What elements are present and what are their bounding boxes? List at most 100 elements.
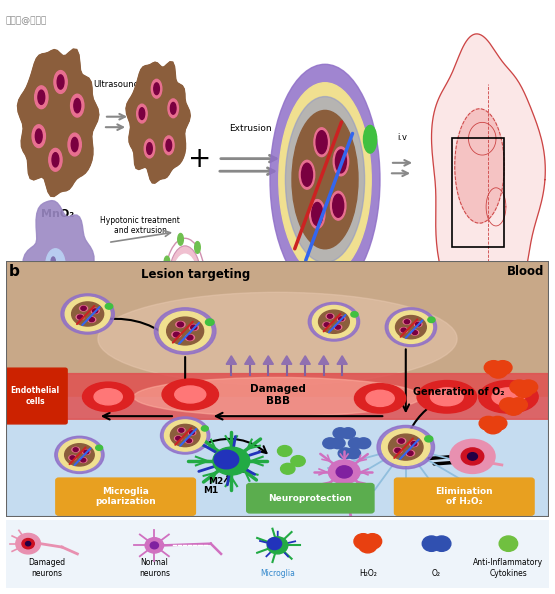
- Text: Ultrasound: Ultrasound: [93, 80, 139, 90]
- Circle shape: [401, 328, 406, 332]
- Circle shape: [338, 448, 352, 459]
- Text: Anti-Inflammatory
Cytokines: Anti-Inflammatory Cytokines: [473, 558, 543, 578]
- Text: M1: M1: [203, 486, 219, 495]
- Circle shape: [164, 293, 170, 304]
- Circle shape: [499, 536, 518, 551]
- Text: +: +: [188, 144, 211, 173]
- Ellipse shape: [94, 388, 122, 405]
- Circle shape: [105, 304, 113, 309]
- Circle shape: [179, 428, 184, 432]
- Circle shape: [268, 538, 281, 549]
- Ellipse shape: [310, 200, 325, 229]
- Text: Macrophage: Macrophage: [22, 333, 94, 343]
- Circle shape: [514, 384, 533, 397]
- Circle shape: [65, 297, 110, 331]
- Circle shape: [173, 332, 180, 337]
- Circle shape: [339, 317, 344, 321]
- Circle shape: [170, 424, 200, 447]
- Text: Blood: Blood: [507, 266, 544, 278]
- Text: Endothelial
cells: Endothelial cells: [11, 386, 60, 406]
- Circle shape: [416, 323, 421, 326]
- Circle shape: [84, 450, 89, 454]
- Ellipse shape: [334, 325, 342, 330]
- Polygon shape: [455, 109, 504, 223]
- Ellipse shape: [478, 381, 538, 413]
- Circle shape: [214, 450, 239, 469]
- Text: H₂O₂: H₂O₂: [359, 569, 377, 578]
- Text: Microglia
polarization: Microglia polarization: [95, 487, 156, 506]
- Circle shape: [93, 309, 98, 313]
- Ellipse shape: [152, 80, 162, 98]
- Circle shape: [171, 314, 199, 372]
- Ellipse shape: [79, 457, 87, 463]
- Circle shape: [166, 140, 171, 151]
- Ellipse shape: [411, 330, 418, 335]
- Circle shape: [61, 294, 114, 334]
- Circle shape: [461, 448, 484, 465]
- Circle shape: [382, 429, 430, 465]
- Ellipse shape: [134, 377, 421, 416]
- Ellipse shape: [162, 379, 219, 410]
- Circle shape: [268, 537, 287, 554]
- Circle shape: [354, 533, 372, 549]
- Ellipse shape: [492, 388, 525, 406]
- Circle shape: [70, 456, 75, 460]
- Circle shape: [36, 129, 42, 143]
- Text: Lesion targeting: Lesion targeting: [141, 267, 250, 280]
- Ellipse shape: [431, 388, 463, 406]
- Text: MnO₂: MnO₂: [42, 209, 74, 219]
- Circle shape: [356, 438, 371, 448]
- Circle shape: [396, 315, 426, 339]
- Circle shape: [519, 380, 538, 394]
- Text: Normal
neurons: Normal neurons: [139, 558, 170, 578]
- Circle shape: [450, 440, 495, 473]
- Circle shape: [335, 150, 346, 173]
- Circle shape: [432, 536, 451, 551]
- Ellipse shape: [68, 133, 82, 156]
- Circle shape: [55, 436, 104, 473]
- Circle shape: [324, 323, 329, 327]
- Ellipse shape: [34, 86, 48, 109]
- Ellipse shape: [69, 455, 76, 460]
- Circle shape: [351, 312, 358, 317]
- Circle shape: [331, 438, 345, 448]
- Circle shape: [485, 361, 503, 375]
- Circle shape: [291, 456, 305, 466]
- Ellipse shape: [49, 148, 62, 171]
- Circle shape: [177, 326, 193, 360]
- Circle shape: [164, 420, 206, 451]
- Text: Generation of O₂: Generation of O₂: [413, 387, 505, 397]
- Text: M2: M2: [208, 476, 224, 485]
- Circle shape: [145, 538, 164, 553]
- Ellipse shape: [76, 314, 84, 320]
- Circle shape: [95, 445, 103, 450]
- Circle shape: [190, 431, 194, 435]
- Polygon shape: [23, 201, 94, 339]
- Ellipse shape: [91, 308, 99, 314]
- Circle shape: [195, 307, 200, 319]
- Circle shape: [195, 242, 200, 253]
- Circle shape: [81, 307, 86, 310]
- Circle shape: [178, 233, 183, 245]
- Circle shape: [509, 398, 527, 412]
- Text: O₂: O₂: [432, 569, 441, 578]
- Ellipse shape: [397, 438, 406, 444]
- Polygon shape: [319, 356, 329, 364]
- Ellipse shape: [83, 382, 134, 412]
- Circle shape: [312, 305, 356, 338]
- Circle shape: [327, 314, 332, 318]
- Circle shape: [205, 319, 214, 326]
- Circle shape: [479, 416, 498, 430]
- Ellipse shape: [393, 448, 402, 453]
- Ellipse shape: [72, 447, 79, 452]
- Circle shape: [488, 416, 507, 430]
- Circle shape: [285, 97, 365, 263]
- Circle shape: [395, 448, 401, 453]
- Circle shape: [73, 448, 78, 451]
- Polygon shape: [263, 356, 274, 364]
- Text: Damaged
BBB: Damaged BBB: [250, 384, 305, 406]
- Ellipse shape: [185, 438, 193, 443]
- Polygon shape: [126, 62, 190, 183]
- Circle shape: [54, 276, 58, 285]
- Ellipse shape: [137, 104, 147, 123]
